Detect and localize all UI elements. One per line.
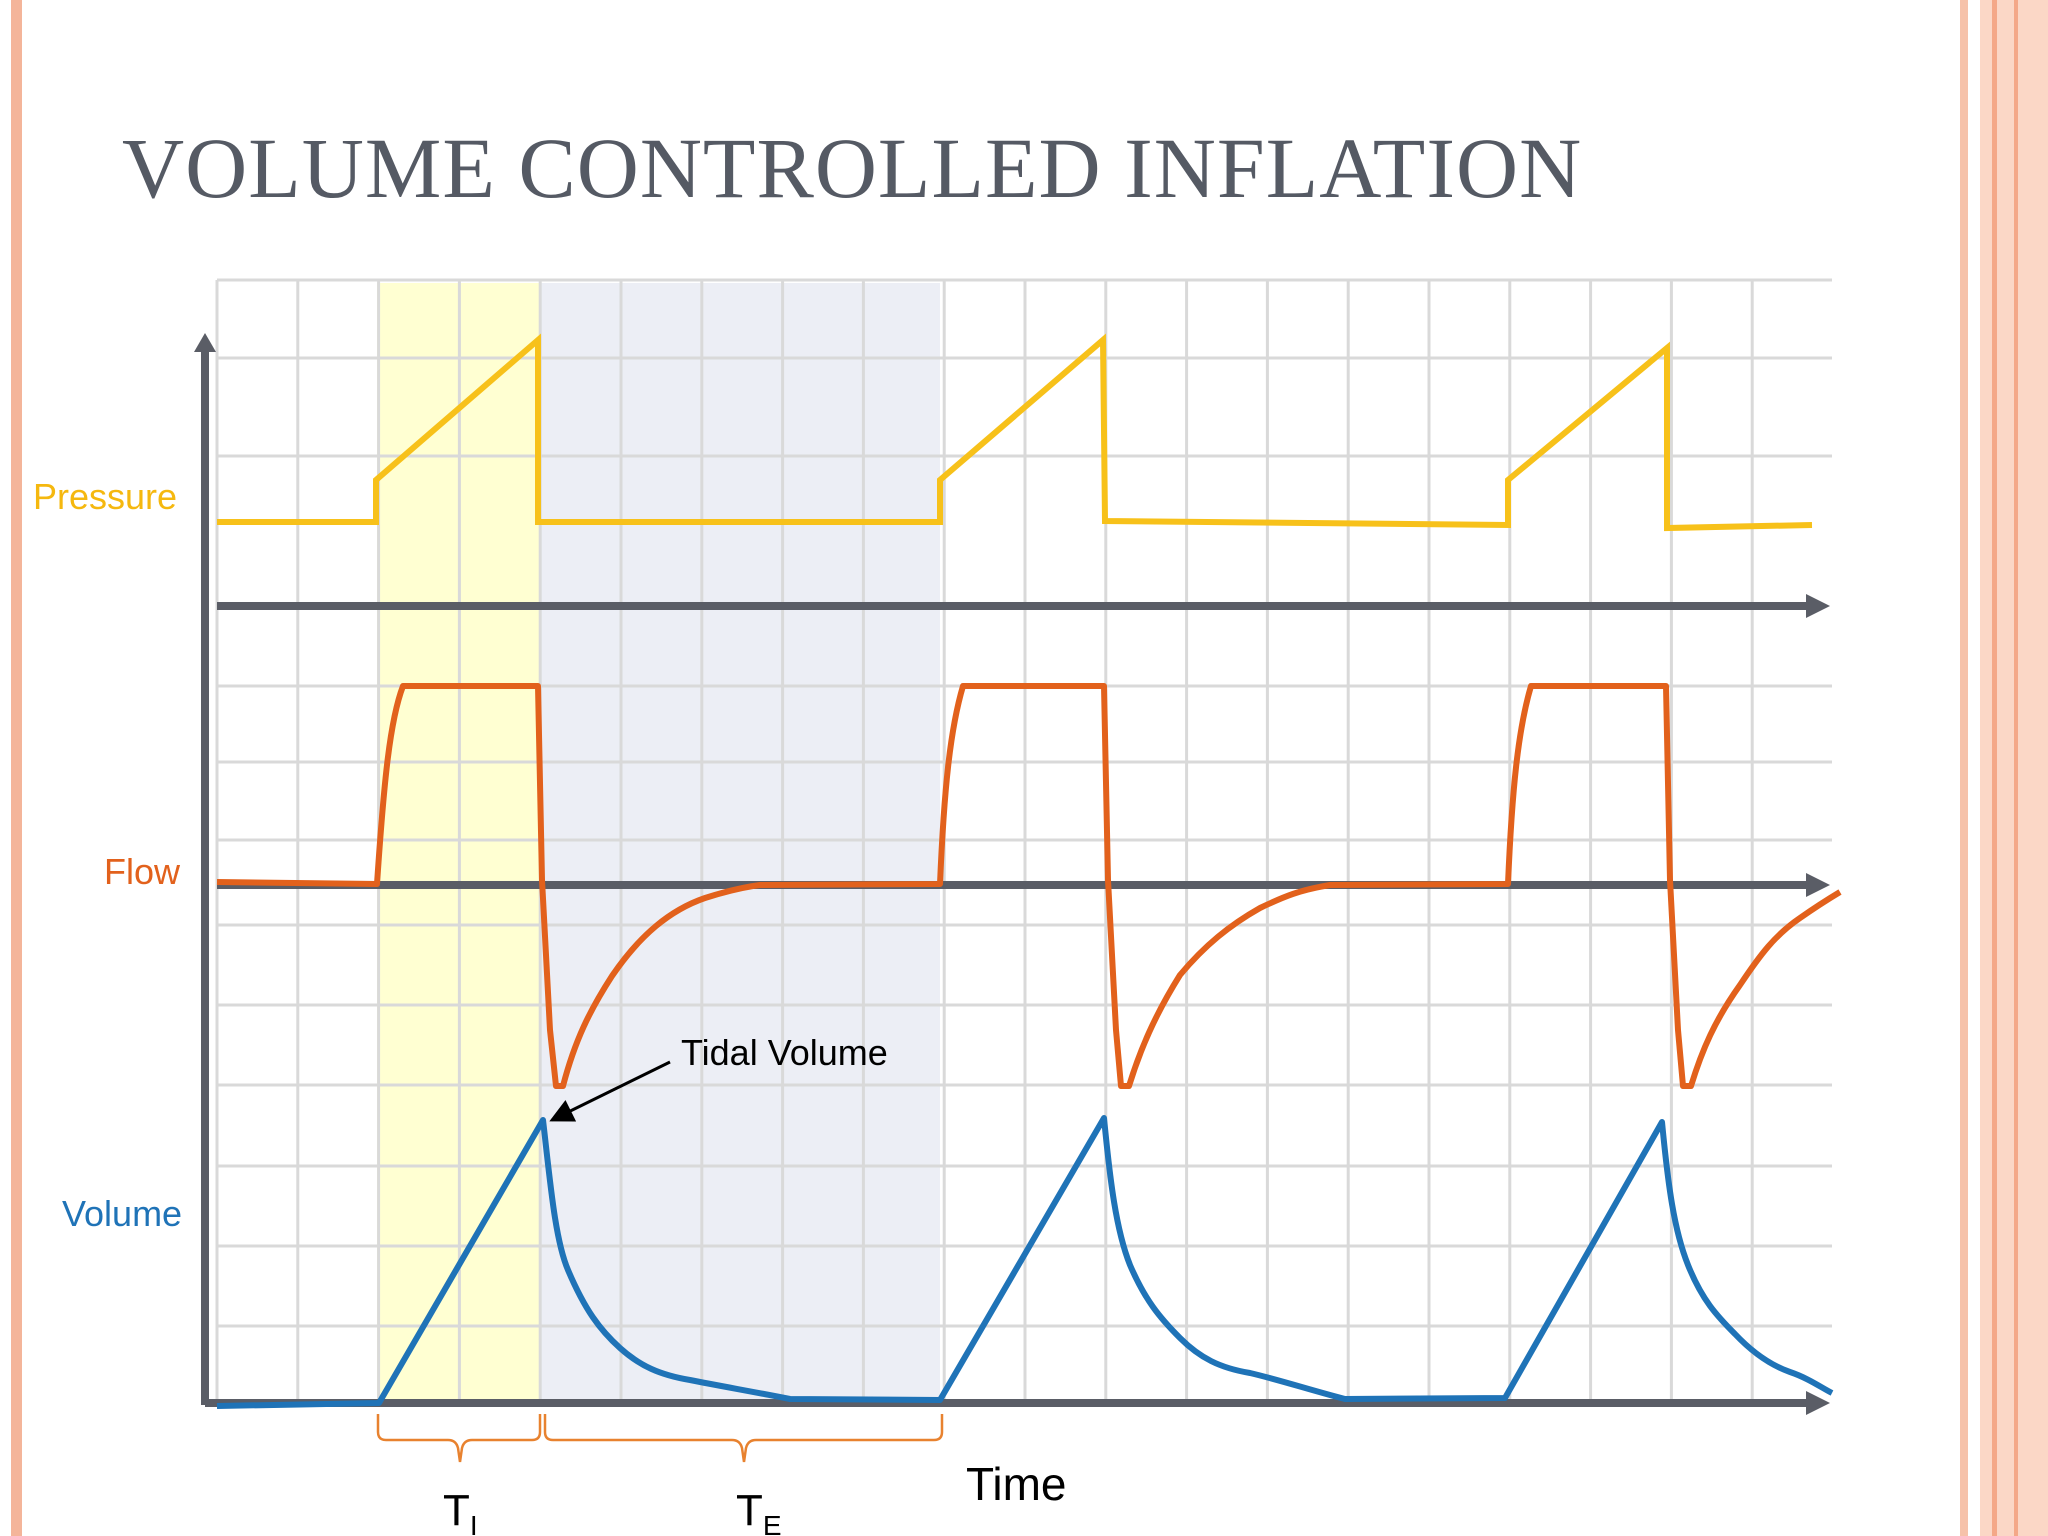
- axes: [194, 333, 1830, 1415]
- expiratory-time-label: TE: [736, 1486, 782, 1536]
- y-axis-arrowhead: [194, 333, 216, 352]
- pressure-waveform: [217, 333, 1813, 532]
- pressure-label: Pressure: [33, 476, 177, 517]
- tidal-volume-label: Tidal Volume: [681, 1032, 888, 1073]
- inspiratory-time-brace: [376, 1414, 542, 1463]
- slide-title: VOLUME CONTROLLED INFLATION: [122, 120, 1583, 216]
- right-border-line-2: [2014, 0, 2018, 1536]
- right-border-stripe-outer: [1960, 0, 1968, 1536]
- flow-waveform: [216, 683, 1842, 1089]
- inspiratory-time-label: TI: [443, 1486, 478, 1536]
- grid: [215, 278, 1832, 1405]
- right-border-line-1: [1992, 0, 1997, 1536]
- volume-waveform: [216, 1115, 1834, 1409]
- time-axis-arrowhead: [1806, 1391, 1830, 1415]
- left-border-stripe: [11, 0, 22, 1536]
- flow-label: Flow: [104, 851, 181, 892]
- time-axis-label: Time: [966, 1458, 1067, 1510]
- volume-label: Volume: [62, 1193, 182, 1234]
- expiration-phase-shade: [540, 283, 940, 1403]
- flow-axis-arrowhead: [1806, 873, 1830, 897]
- expiratory-time-brace: [543, 1414, 944, 1463]
- tidal-volume-arrow: [549, 1060, 671, 1122]
- pressure-axis-arrowhead: [1806, 594, 1830, 618]
